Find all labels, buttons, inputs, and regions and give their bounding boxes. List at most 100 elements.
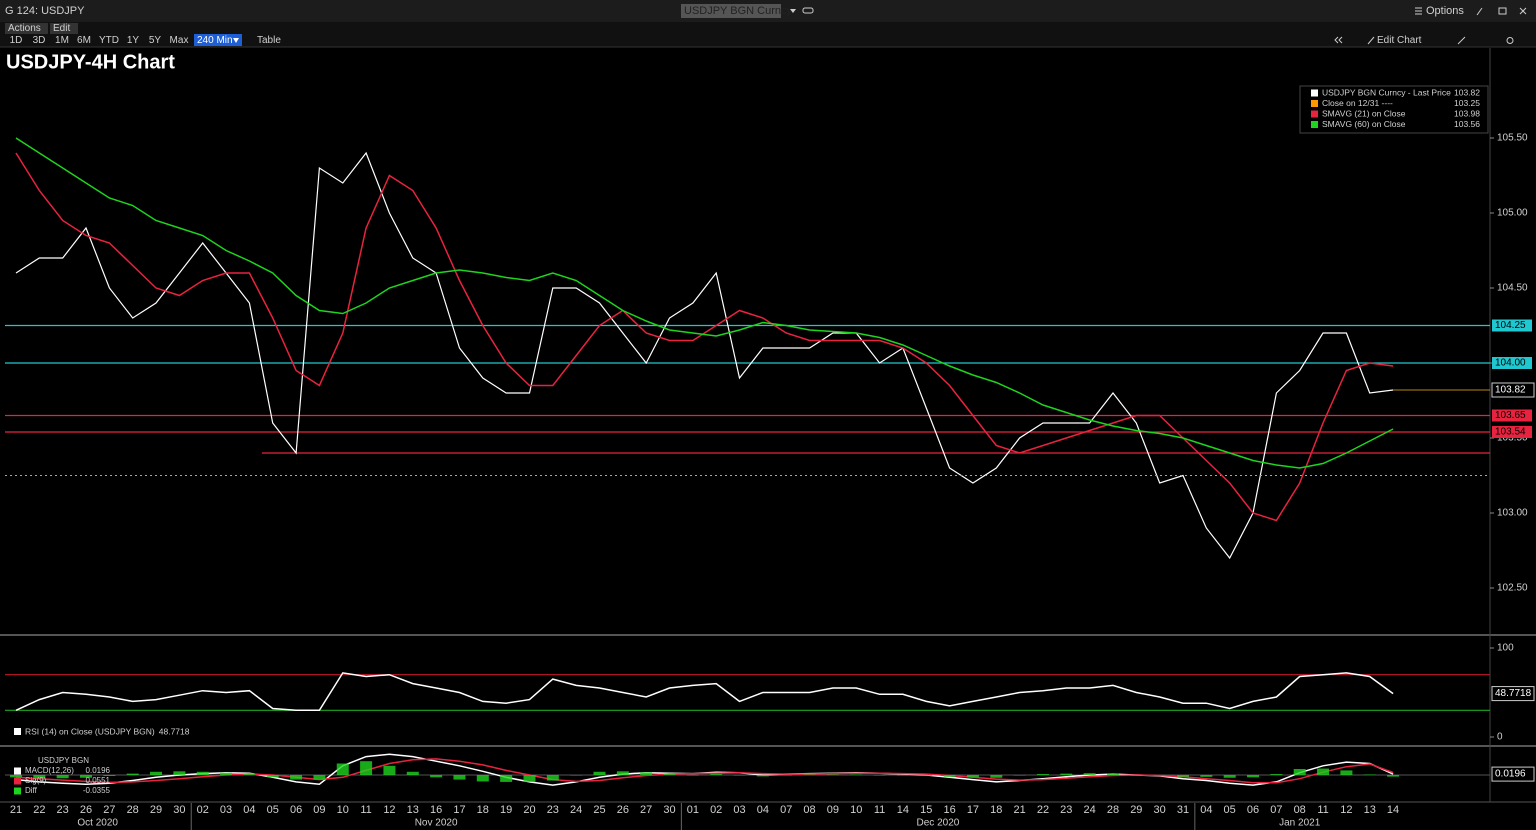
histogram-bar — [546, 775, 559, 781]
x-tick-label: 11 — [360, 804, 371, 816]
histogram-bar — [920, 775, 933, 776]
menu-icon[interactable] — [1415, 7, 1422, 15]
edit-chart-button[interactable]: Edit Chart — [1377, 35, 1422, 46]
legend-label: USDJPY BGN Curncy - Last Price — [1322, 87, 1451, 97]
legend-swatch — [14, 767, 21, 775]
interval-button[interactable] — [194, 34, 242, 46]
level-label: 104.00 — [1495, 358, 1526, 369]
histogram-bar — [1083, 773, 1096, 775]
y-tick-label: 103.00 — [1497, 508, 1528, 519]
x-tick-label: 08 — [803, 804, 815, 816]
histogram-bar — [336, 763, 349, 775]
histogram-bar — [103, 775, 116, 776]
table-button[interactable]: Table — [257, 35, 281, 46]
x-tick-label: 26 — [617, 804, 629, 816]
interval-arrow[interactable] — [233, 38, 239, 43]
edit-label[interactable]: Edit — [53, 23, 70, 34]
x-tick-label: 03 — [220, 804, 232, 816]
x-tick-label: 12 — [1340, 804, 1352, 816]
histogram-bar — [1363, 774, 1376, 776]
histogram-bar — [476, 775, 489, 782]
period-button[interactable]: 3D — [33, 35, 46, 46]
x-tick-label: 07 — [1270, 804, 1282, 816]
period-button[interactable]: YTD — [99, 35, 119, 46]
histogram-bar — [1200, 775, 1213, 777]
period-button[interactable]: 1D — [10, 35, 23, 46]
settings-icon[interactable] — [1506, 37, 1514, 44]
options-menu[interactable]: Options — [1426, 5, 1464, 17]
legend-value: 103.25 — [1454, 98, 1480, 108]
x-tick-label: 23 — [57, 804, 69, 816]
link-icon[interactable] — [802, 7, 814, 14]
legend-swatch — [1311, 89, 1318, 97]
period-button[interactable]: 1M — [55, 35, 69, 46]
pencil-icon[interactable] — [1367, 36, 1375, 45]
x-tick-label: 11 — [874, 804, 885, 816]
actions-label[interactable]: Actions — [8, 23, 41, 34]
draw-icon[interactable] — [1457, 36, 1466, 45]
histogram-bar — [1387, 775, 1400, 777]
x-tick-label: 31 — [1177, 804, 1189, 816]
window-controls[interactable] — [1476, 7, 1527, 16]
x-tick-label: 05 — [1224, 804, 1236, 816]
histogram-bar — [990, 775, 1003, 778]
legend-value: 103.98 — [1454, 108, 1480, 118]
dropdown-icon[interactable] — [790, 9, 796, 13]
legend-label: Diff — [25, 786, 38, 795]
x-tick-label: 05 — [267, 804, 279, 816]
legend-label: Sig(9) — [25, 776, 47, 785]
y-tick-label: 100 — [1497, 643, 1514, 654]
histogram-bar — [80, 775, 93, 778]
histogram-bar — [500, 775, 513, 782]
month-label: Nov 2020 — [415, 818, 458, 829]
histogram-bar — [616, 771, 629, 775]
period-button[interactable]: 1Y — [127, 35, 140, 46]
histogram-bar — [266, 775, 279, 778]
month-label: Oct 2020 — [77, 818, 118, 829]
histogram-bar — [943, 775, 956, 777]
histogram-bar — [243, 774, 256, 775]
histogram-bar — [1340, 770, 1353, 775]
x-tick-label: 14 — [897, 804, 909, 816]
histogram-bar — [1060, 773, 1073, 775]
edit-button[interactable] — [50, 23, 78, 34]
histogram-bar — [873, 775, 886, 776]
period-button[interactable]: Max — [170, 35, 189, 46]
actions-button[interactable] — [5, 23, 48, 34]
period-button[interactable]: 5Y — [149, 35, 162, 46]
legend-swatch — [14, 787, 21, 795]
level-label: 104.25 — [1495, 320, 1526, 331]
histogram-bar — [10, 775, 22, 778]
x-tick-label: 16 — [943, 804, 955, 816]
series-line — [15, 151, 1394, 560]
histogram-bar — [196, 771, 209, 775]
x-tick-label: 25 — [593, 804, 605, 816]
last-value-box — [1491, 382, 1535, 398]
interval-label[interactable]: 240 Min — [197, 35, 233, 46]
histogram-bar — [803, 774, 816, 776]
legend-label: MACD(12,26) — [25, 766, 74, 775]
x-tick-label: 28 — [1107, 804, 1119, 816]
security-field[interactable] — [681, 4, 781, 18]
x-tick-label: 22 — [1037, 804, 1049, 816]
histogram-bar — [570, 775, 583, 776]
x-tick-label: 18 — [477, 804, 489, 816]
x-tick-label: 04 — [1200, 804, 1212, 816]
collapse-icon[interactable] — [1334, 36, 1343, 44]
level-label-box — [1492, 426, 1532, 438]
period-button[interactable]: 6M — [77, 35, 91, 46]
histogram-bar — [593, 771, 606, 775]
x-tick-label: 13 — [1364, 804, 1376, 816]
x-tick-label: 15 — [920, 804, 932, 816]
x-tick-label: 04 — [757, 804, 769, 816]
histogram-bar — [710, 774, 723, 775]
x-tick-label: 06 — [1247, 804, 1259, 816]
level-label-box — [1492, 409, 1532, 422]
x-tick-label: 10 — [337, 804, 349, 816]
security[interactable]: USDJPY BGN Curncy — [684, 5, 792, 17]
legend-label: SMAVG (60) on Close — [1322, 119, 1406, 129]
x-tick-label: 11 — [1317, 804, 1328, 816]
histogram-bar — [756, 775, 769, 777]
histogram-bar — [360, 761, 373, 775]
